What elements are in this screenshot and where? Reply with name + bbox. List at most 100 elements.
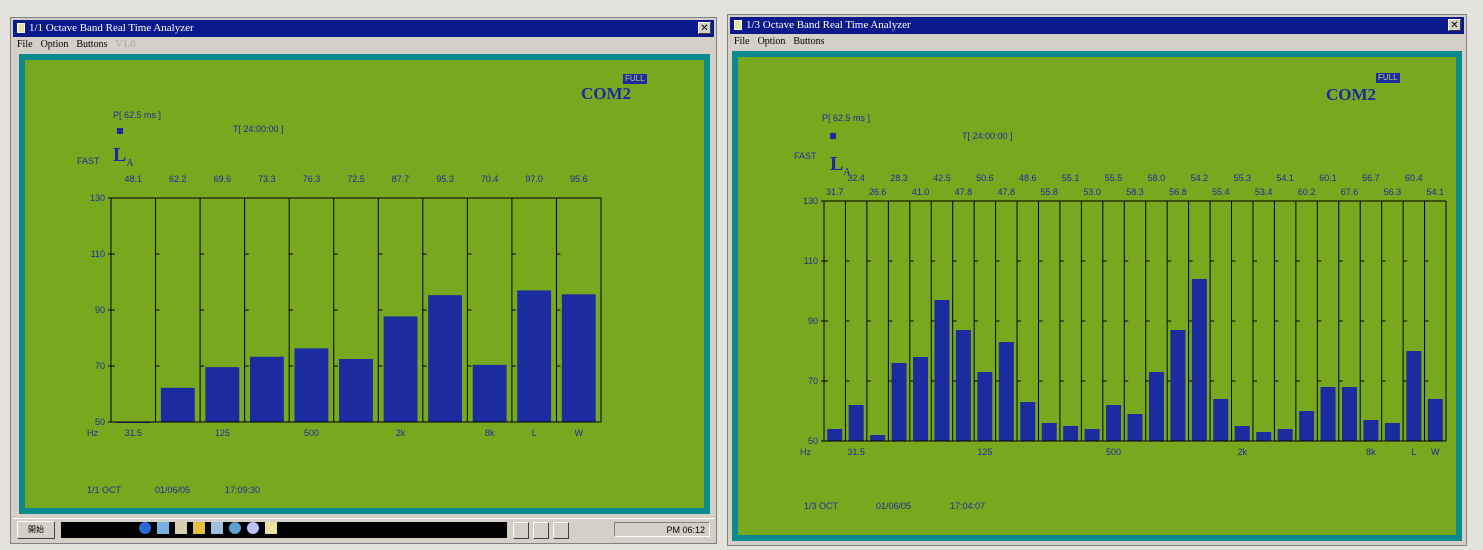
menu-buttons[interactable]: Buttons (793, 36, 825, 47)
notepad-icon[interactable] (265, 522, 277, 534)
close-button[interactable]: ✕ (698, 22, 711, 34)
bar (1148, 372, 1164, 441)
footer-time: 17:09:30 (225, 485, 261, 495)
window-title: 1/3 Octave Band Real Time Analyzer (746, 19, 911, 31)
status-indicator-icon (830, 133, 836, 139)
taskbar: 開始 PM 06:12 (13, 518, 714, 541)
bar (1084, 429, 1100, 441)
app-icon (734, 20, 742, 30)
bar-value-label-top: 32.4 (847, 173, 865, 183)
bar-value-label-bottom: 53.4 (1255, 187, 1273, 197)
octave-analyzer-window: 1/1 Octave Band Real Time Analyzer ✕ Fil… (10, 17, 717, 544)
bar-value-label-top: 55.5 (1105, 173, 1123, 183)
network-icon[interactable] (229, 522, 241, 534)
y-tick-label: 50 (95, 417, 105, 427)
bar (1406, 351, 1422, 441)
status-indicator-icon (117, 128, 123, 134)
la-indicator: LA (830, 153, 851, 178)
title-bar[interactable]: 1/1 Octave Band Real Time Analyzer ✕ (13, 20, 714, 37)
bar-value-label-bottom: 55.8 (1040, 187, 1058, 197)
title-bar[interactable]: 1/3 Octave Band Real Time Analyzer ✕ (730, 17, 1464, 34)
x-tick-label: 2k (1237, 447, 1247, 457)
bar-value-label-bottom: 26.6 (869, 187, 887, 197)
start-button[interactable]: 開始 (17, 521, 55, 539)
bar (561, 294, 596, 422)
bar-value-label-top: 28.3 (890, 173, 908, 183)
bar (1041, 423, 1057, 441)
y-tick-label: 90 (808, 316, 818, 326)
bar-value-label-top: 60.1 (1319, 173, 1337, 183)
y-tick-label: 130 (90, 193, 105, 203)
footer-mode: 1/1 OCT (87, 485, 122, 495)
bar-value-label-bottom: 41.0 (912, 187, 930, 197)
y-tick-label: 130 (803, 196, 818, 206)
bar-value-label-bottom: 54.1 (1427, 187, 1445, 197)
bar-value-label-top: 55.3 (1233, 173, 1251, 183)
bar (294, 348, 329, 422)
menu-file[interactable]: File (17, 39, 33, 50)
full-badge: FULL (623, 74, 647, 84)
desktop-icon[interactable] (157, 522, 169, 534)
weighting-speed-label: FAST (794, 151, 817, 161)
x-tick-label: 500 (1106, 447, 1121, 457)
bar (1299, 411, 1315, 441)
bar (827, 429, 843, 441)
bar (1106, 405, 1122, 441)
bar-value-label-bottom: 56.3 (1384, 187, 1402, 197)
display-frame: FULL COM2 P[ 62.5 ms ] T[ 24:00:00 ] FAS… (732, 51, 1462, 541)
explorer-icon[interactable] (175, 522, 187, 534)
bar (934, 300, 950, 441)
x-tick-label: 31.5 (847, 447, 865, 457)
x-tick-label: 125 (215, 428, 230, 438)
weighting-speed-label: FAST (77, 156, 100, 166)
bar (1127, 414, 1143, 441)
close-button[interactable]: ✕ (1448, 19, 1461, 31)
bar-value-label-top: 58.0 (1148, 173, 1166, 183)
taskbar-window-2[interactable] (533, 522, 549, 539)
menu-bar: File Option Buttons V1.0 (13, 38, 714, 52)
x-tick-label: W (574, 428, 583, 438)
bar (1427, 399, 1443, 441)
footer-date: 01/06/05 (155, 485, 191, 495)
bar (848, 405, 864, 441)
app-icon (17, 23, 25, 33)
menu-option[interactable]: Option (40, 39, 69, 50)
x-unit-label: Hz (800, 447, 811, 457)
bar (428, 295, 463, 422)
x-tick-label: 125 (977, 447, 992, 457)
taskbar-window-1[interactable] (513, 522, 529, 539)
bar-value-label: 48.1 (125, 174, 143, 184)
bar (1234, 426, 1250, 441)
window-title: 1/1 Octave Band Real Time Analyzer (29, 22, 194, 34)
bar-value-label: 72.5 (347, 174, 365, 184)
x-tick-label: 8k (485, 428, 495, 438)
x-tick-label: W (1431, 447, 1440, 457)
bar-value-label: 62.2 (169, 174, 187, 184)
bar-value-label-bottom: 53.0 (1083, 187, 1101, 197)
footer-mode: 1/3 OCT (804, 501, 839, 511)
menu-buttons[interactable]: Buttons (76, 39, 108, 50)
bar-value-label-bottom: 56.8 (1169, 187, 1187, 197)
menu-option[interactable]: Option (757, 36, 786, 47)
menu-file[interactable]: File (734, 36, 750, 47)
bar (1170, 330, 1186, 441)
time-label: T[ 24:00:00 ] (233, 124, 284, 134)
y-tick-label: 70 (808, 376, 818, 386)
media-icon[interactable] (211, 522, 223, 534)
bar (1320, 387, 1336, 441)
disc-icon[interactable] (247, 522, 259, 534)
bar (249, 356, 284, 422)
bar-value-label: 95.6 (570, 174, 588, 184)
bar-value-label: 76.3 (303, 174, 321, 184)
third-octave-analyzer-window: 1/3 Octave Band Real Time Analyzer ✕ Fil… (727, 14, 1467, 546)
browser-icon[interactable] (139, 522, 151, 534)
folder-icon[interactable] (193, 522, 205, 534)
bar-value-label: 73.3 (258, 174, 276, 184)
bar (1213, 399, 1229, 441)
display-frame: FULL COM2 P[ 62.5 ms ] T[ 24:00:00 ] FAS… (19, 54, 710, 514)
bar (1256, 432, 1272, 441)
bar (1191, 279, 1207, 441)
taskbar-window-3[interactable] (553, 522, 569, 539)
bar-value-label-top: 55.1 (1062, 173, 1080, 183)
bar-value-label-top: 50.6 (976, 173, 994, 183)
